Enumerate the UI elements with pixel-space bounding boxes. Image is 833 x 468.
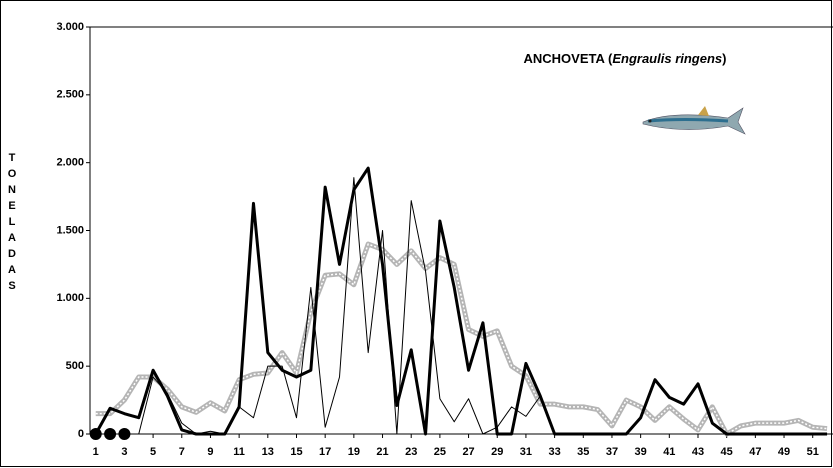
x-tick-label: 9	[207, 446, 213, 458]
x-tick-label: 35	[577, 446, 589, 458]
x-tick-label: 27	[462, 446, 474, 458]
x-tick-label: 51	[807, 446, 819, 458]
y-tick-label: 1.000	[56, 292, 84, 304]
x-tick-label: 23	[405, 446, 417, 458]
y-tick-label: 0	[78, 428, 84, 440]
y-tick-label: 500	[66, 360, 84, 372]
x-tick-label: 41	[663, 446, 675, 458]
series-line	[94, 166, 828, 436]
x-tick-label: 19	[348, 446, 360, 458]
x-tick-label: 11	[233, 446, 245, 458]
title-part: Engraulis ringens	[612, 51, 722, 66]
x-tick-label: 15	[290, 446, 302, 458]
series-point	[104, 428, 117, 440]
x-tick-label: 25	[434, 446, 446, 458]
x-tick-label: 49	[778, 446, 790, 458]
x-tick-label: 29	[491, 446, 503, 458]
plot-frame	[89, 26, 833, 435]
chart-title: ANCHOVETA (Engraulis ringens)	[524, 51, 727, 66]
series-line	[95, 241, 828, 437]
x-tick-label: 21	[376, 446, 388, 458]
x-tick-label: 13	[262, 446, 274, 458]
x-tick-label: 37	[606, 446, 618, 458]
y-tick-label: 1.500	[56, 224, 84, 236]
x-tick-label: 5	[150, 446, 156, 458]
x-tick-label: 3	[121, 446, 127, 458]
y-tick-label: 2.000	[56, 157, 84, 169]
y-axis-label: TONELADAS	[7, 152, 17, 292]
series-point	[118, 428, 131, 440]
series-line-pattern	[95, 243, 828, 436]
x-tick-label: 7	[179, 446, 185, 458]
x-tick-label: 17	[319, 446, 331, 458]
y-tick-label: 2.500	[56, 89, 84, 101]
x-tick-label: 39	[635, 446, 647, 458]
fish-icon	[642, 106, 746, 135]
x-tick-label: 31	[520, 446, 532, 458]
y-tick-label: 3.000	[56, 21, 84, 33]
x-tick-label: 47	[749, 446, 761, 458]
x-tick-label: 43	[692, 446, 704, 458]
title-part: )	[722, 51, 726, 66]
x-tick-label: 45	[721, 446, 733, 458]
series-point	[89, 428, 102, 440]
x-tick-label: 1	[93, 446, 99, 458]
title-part: ANCHOVETA (	[524, 51, 614, 66]
x-tick-label: 33	[548, 446, 560, 458]
